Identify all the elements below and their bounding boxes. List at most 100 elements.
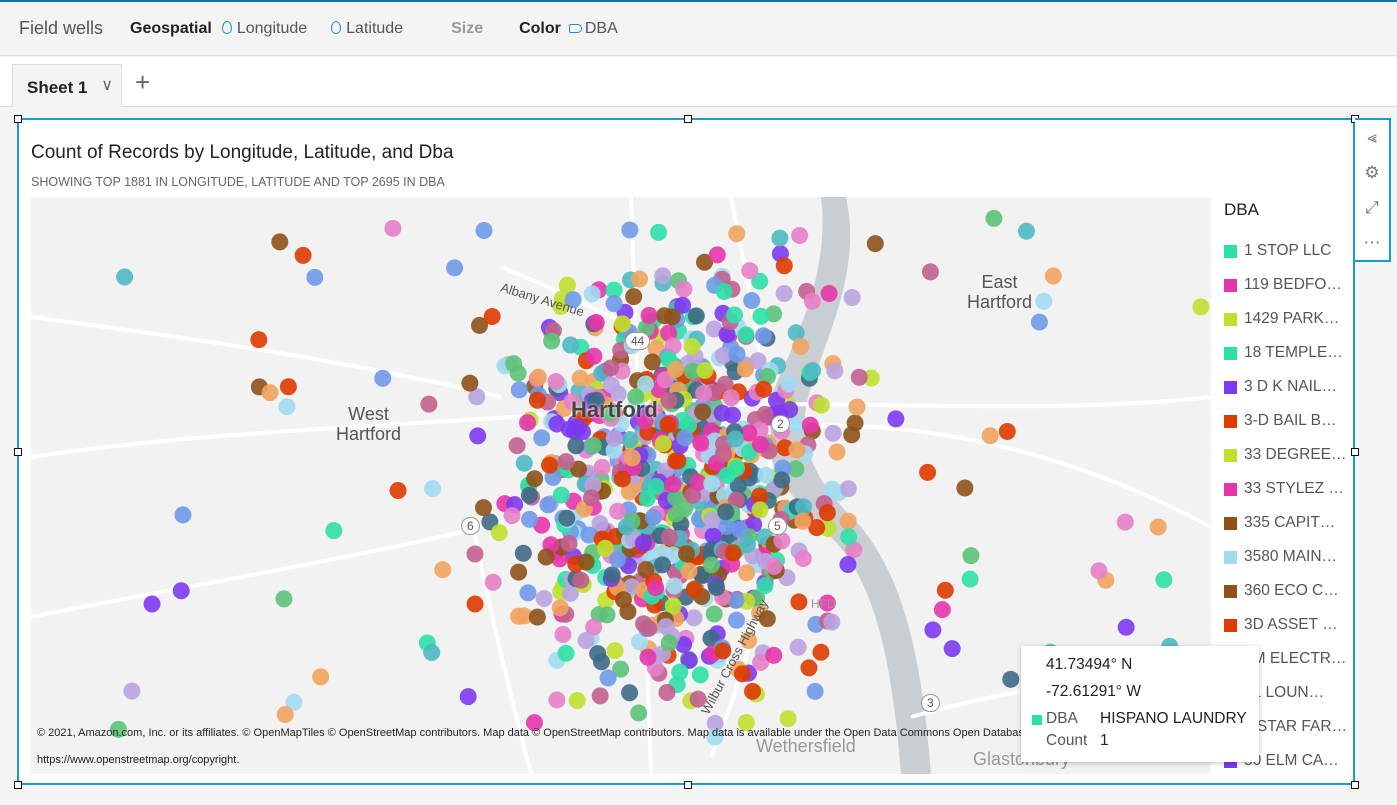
- map-point[interactable]: [631, 270, 649, 288]
- resize-handle[interactable]: [14, 781, 22, 789]
- map-point[interactable]: [528, 391, 546, 409]
- map-point[interactable]: [389, 481, 407, 499]
- map-point[interactable]: [650, 223, 668, 241]
- map-point[interactable]: [702, 629, 720, 647]
- map-point[interactable]: [116, 268, 134, 286]
- map-point[interactable]: [605, 441, 623, 459]
- map-point[interactable]: [794, 512, 812, 530]
- map-point[interactable]: [728, 611, 746, 629]
- map-point[interactable]: [613, 315, 631, 333]
- map-point[interactable]: [823, 480, 841, 498]
- map-point[interactable]: [713, 404, 731, 422]
- map-point[interactable]: [587, 391, 605, 409]
- map-point[interactable]: [614, 591, 632, 609]
- map-point[interactable]: [557, 453, 575, 471]
- map-point[interactable]: [620, 483, 638, 501]
- map-point[interactable]: [585, 347, 603, 365]
- map-point[interactable]: [729, 476, 747, 494]
- map-point[interactable]: [526, 470, 544, 488]
- map-point[interactable]: [596, 539, 614, 557]
- map-point[interactable]: [677, 545, 695, 563]
- map-point[interactable]: [584, 476, 602, 494]
- map-point[interactable]: [754, 327, 772, 345]
- map-point[interactable]: [505, 355, 523, 373]
- map-point[interactable]: [1030, 313, 1048, 331]
- map-point[interactable]: [848, 398, 866, 416]
- map-point[interactable]: [630, 704, 648, 722]
- map-point[interactable]: [560, 534, 578, 552]
- map-point[interactable]: [587, 313, 605, 331]
- map-point[interactable]: [743, 292, 761, 310]
- map-point[interactable]: [839, 480, 857, 498]
- map-point[interactable]: [424, 480, 442, 498]
- map-point[interactable]: [757, 466, 775, 484]
- map-point[interactable]: [483, 307, 501, 325]
- map-point[interactable]: [724, 544, 742, 562]
- map-point[interactable]: [801, 416, 819, 434]
- map-point[interactable]: [665, 577, 683, 595]
- map-point[interactable]: [751, 501, 769, 519]
- map-point[interactable]: [740, 424, 758, 442]
- map-point[interactable]: [598, 606, 616, 624]
- resize-handle[interactable]: [684, 781, 692, 789]
- map-point[interactable]: [627, 388, 645, 406]
- map-point[interactable]: [562, 336, 580, 354]
- map-point[interactable]: [548, 691, 566, 709]
- map-point[interactable]: [548, 415, 566, 433]
- map-point[interactable]: [601, 404, 619, 422]
- map-point[interactable]: [664, 337, 682, 355]
- map-point[interactable]: [636, 412, 654, 430]
- map-point[interactable]: [733, 665, 751, 683]
- map-point[interactable]: [787, 460, 805, 478]
- map-point[interactable]: [850, 368, 868, 386]
- map-point[interactable]: [172, 582, 190, 600]
- map-point[interactable]: [781, 401, 799, 419]
- map-point[interactable]: [718, 517, 736, 535]
- map-point[interactable]: [563, 393, 581, 411]
- map-point[interactable]: [558, 276, 576, 294]
- map-point[interactable]: [1116, 513, 1134, 531]
- map-point[interactable]: [551, 599, 569, 617]
- map-point[interactable]: [839, 555, 857, 573]
- map-point[interactable]: [789, 638, 807, 656]
- map-point[interactable]: [1149, 518, 1167, 536]
- map-point[interactable]: [919, 463, 937, 481]
- map-point[interactable]: [751, 487, 769, 505]
- map-point[interactable]: [660, 634, 678, 652]
- legend-item[interactable]: 3 D K NAIL…: [1224, 370, 1354, 404]
- map-point[interactable]: [279, 378, 297, 396]
- map-point[interactable]: [605, 295, 623, 313]
- map-point[interactable]: [839, 512, 857, 530]
- chevron-down-icon[interactable]: ∨: [101, 77, 113, 94]
- map-point[interactable]: [446, 259, 464, 277]
- map-point[interactable]: [740, 631, 758, 649]
- map-point[interactable]: [728, 225, 746, 243]
- map-point[interactable]: [515, 454, 533, 472]
- map-point[interactable]: [654, 556, 672, 574]
- map-point[interactable]: [643, 353, 661, 371]
- map-point[interactable]: [278, 398, 296, 416]
- map-point[interactable]: [737, 326, 755, 344]
- map-point[interactable]: [638, 490, 656, 508]
- map-point[interactable]: [306, 268, 324, 286]
- map-point[interactable]: [773, 532, 791, 550]
- map-point[interactable]: [787, 324, 805, 342]
- map-point[interactable]: [1192, 298, 1210, 316]
- map-point[interactable]: [1155, 571, 1173, 589]
- map-point[interactable]: [1117, 618, 1135, 636]
- map-point[interactable]: [591, 687, 609, 705]
- map-point[interactable]: [528, 608, 546, 626]
- map-point[interactable]: [434, 561, 452, 579]
- map-point[interactable]: [828, 443, 846, 461]
- map-point[interactable]: [599, 669, 617, 687]
- map-point[interactable]: [684, 486, 702, 504]
- map-point[interactable]: [667, 489, 685, 507]
- map-point[interactable]: [706, 714, 724, 732]
- expand-icon[interactable]: ⤢: [1365, 197, 1379, 217]
- map-point[interactable]: [123, 682, 141, 700]
- legend-item[interactable]: 3580 MAIN…: [1224, 540, 1354, 574]
- resize-handle[interactable]: [1351, 448, 1359, 456]
- map-point[interactable]: [675, 636, 693, 654]
- map-point[interactable]: [943, 640, 961, 658]
- field-wells-title[interactable]: Field wells: [19, 18, 104, 38]
